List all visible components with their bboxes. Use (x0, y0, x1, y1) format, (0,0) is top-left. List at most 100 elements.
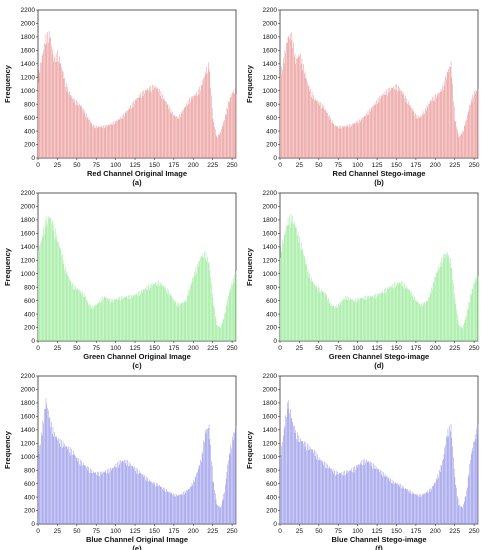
y-tick-label: 1200 (263, 257, 278, 264)
y-tick-label: 2200 (21, 7, 36, 14)
x-tick-label: 175 (168, 162, 179, 169)
x-tick-label: 250 (469, 528, 480, 535)
panel-label: (b) (374, 178, 384, 187)
x-tick-label: 0 (278, 528, 282, 535)
x-tick-label: 225 (207, 528, 218, 535)
y-tick-label: 1600 (263, 414, 278, 421)
y-tick-label: 800 (266, 101, 277, 108)
y-tick-label: 1400 (21, 61, 36, 68)
x-axis-label: Green Channel Stego-image (329, 352, 429, 361)
y-tick-label: 1800 (21, 400, 36, 407)
x-tick-label: 200 (188, 345, 199, 352)
x-tick-label: 75 (93, 528, 101, 535)
x-axis-label: Blue Channel Stego-image (331, 535, 426, 544)
x-tick-label: 100 (110, 162, 121, 169)
x-tick-label: 250 (469, 162, 480, 169)
x-tick-label: 225 (449, 345, 460, 352)
y-tick-label: 1200 (21, 257, 36, 264)
y-tick-label: 1200 (21, 440, 36, 447)
histogram-svg: 0200400600800100012001400160018002000220… (245, 190, 480, 370)
y-axis-label: Frequency (3, 64, 12, 103)
x-tick-label: 0 (36, 528, 40, 535)
y-axis-label: Frequency (245, 64, 254, 103)
y-tick-label: 600 (24, 481, 35, 488)
y-tick-label: 800 (24, 467, 35, 474)
y-tick-label: 400 (24, 128, 35, 135)
panel-label: (a) (132, 178, 142, 187)
x-tick-label: 75 (93, 345, 101, 352)
x-tick-label: 225 (207, 162, 218, 169)
x-tick-label: 250 (227, 528, 238, 535)
y-tick-label: 1400 (263, 427, 278, 434)
x-tick-label: 150 (391, 528, 402, 535)
y-tick-label: 2200 (263, 190, 278, 197)
x-tick-label: 50 (73, 345, 81, 352)
y-tick-label: 1800 (21, 217, 36, 224)
y-tick-label: 2000 (21, 204, 36, 211)
y-tick-label: 200 (24, 142, 35, 149)
x-tick-label: 250 (227, 345, 238, 352)
x-tick-label: 150 (149, 528, 160, 535)
x-axis-label: Red Channel Original Image (87, 169, 187, 178)
x-tick-label: 100 (352, 528, 363, 535)
y-tick-label: 2200 (21, 373, 36, 380)
x-tick-label: 225 (449, 528, 460, 535)
x-tick-label: 200 (430, 345, 441, 352)
y-tick-label: 1800 (263, 217, 278, 224)
y-tick-label: 400 (24, 494, 35, 501)
x-tick-label: 225 (449, 162, 460, 169)
y-tick-label: 400 (266, 311, 277, 318)
x-tick-label: 125 (130, 345, 141, 352)
x-tick-label: 100 (110, 345, 121, 352)
y-axis-label: Frequency (245, 247, 254, 286)
y-tick-label: 600 (266, 298, 277, 305)
x-tick-label: 0 (278, 345, 282, 352)
x-tick-label: 50 (315, 528, 323, 535)
y-tick-label: 0 (273, 155, 277, 162)
x-tick-label: 150 (149, 162, 160, 169)
y-tick-label: 1600 (263, 231, 278, 238)
y-tick-label: 1000 (263, 88, 278, 95)
x-tick-label: 25 (54, 528, 62, 535)
x-tick-label: 175 (410, 528, 421, 535)
y-tick-label: 1600 (263, 48, 278, 55)
x-tick-label: 25 (54, 345, 62, 352)
y-tick-label: 600 (24, 298, 35, 305)
y-tick-label: 1000 (263, 454, 278, 461)
x-tick-label: 250 (227, 162, 238, 169)
y-tick-label: 1400 (263, 61, 278, 68)
y-tick-label: 1000 (21, 454, 36, 461)
y-tick-label: 600 (266, 115, 277, 122)
y-tick-label: 2200 (263, 7, 278, 14)
x-axis-label: Red Channel Stego-image (333, 169, 426, 178)
x-tick-label: 75 (93, 162, 101, 169)
x-tick-label: 150 (391, 345, 402, 352)
panel-label: (c) (132, 361, 142, 370)
y-tick-label: 400 (266, 128, 277, 135)
x-tick-label: 100 (352, 345, 363, 352)
y-tick-label: 1800 (263, 400, 278, 407)
x-tick-label: 50 (315, 345, 323, 352)
x-tick-label: 25 (296, 162, 304, 169)
x-tick-label: 25 (296, 345, 304, 352)
x-tick-label: 0 (278, 162, 282, 169)
y-tick-label: 200 (266, 325, 277, 332)
histogram-svg: 0200400600800100012001400160018002000220… (245, 373, 480, 550)
x-tick-label: 0 (36, 162, 40, 169)
x-tick-label: 125 (130, 528, 141, 535)
x-tick-label: 125 (130, 162, 141, 169)
histogram-panel: 0 200 400 600 800 1000 1200 1400 1600 1800 2000 220… (242, 366, 484, 550)
y-tick-label: 1600 (21, 48, 36, 55)
y-tick-label: 1200 (263, 440, 278, 447)
y-tick-label: 0 (273, 521, 277, 528)
panel-label: (e) (132, 544, 142, 550)
y-tick-label: 2000 (21, 21, 36, 28)
x-tick-label: 50 (315, 162, 323, 169)
y-tick-label: 800 (266, 284, 277, 291)
x-tick-label: 75 (335, 345, 343, 352)
x-tick-label: 200 (430, 528, 441, 535)
y-tick-label: 200 (24, 508, 35, 515)
x-tick-label: 50 (73, 162, 81, 169)
x-tick-label: 75 (335, 162, 343, 169)
